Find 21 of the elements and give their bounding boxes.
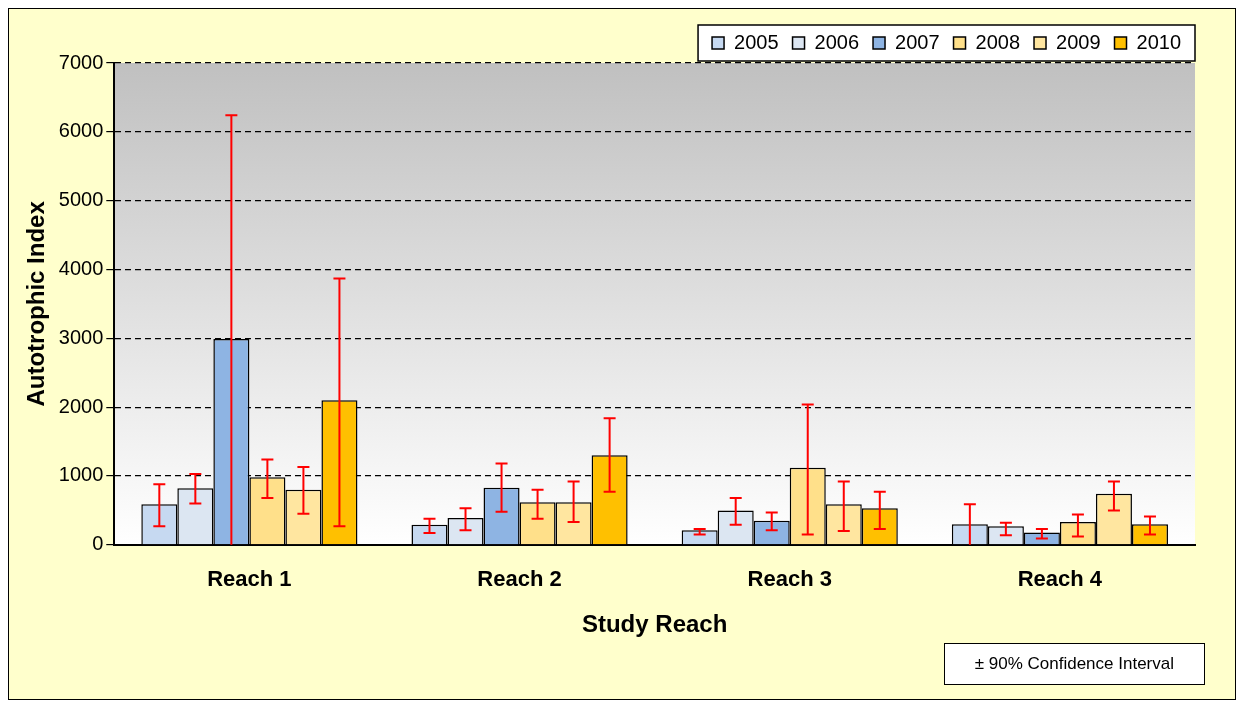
- y-tick-label: 7000: [58, 50, 104, 73]
- y-tick-label: 6000: [58, 119, 104, 142]
- legend-label: 2007: [895, 30, 940, 53]
- x-tick-label: Reach 2: [477, 566, 562, 592]
- legend-label: 2010: [1136, 30, 1182, 53]
- legend-label: 2006: [814, 30, 860, 53]
- y-tick-label: 5000: [58, 188, 104, 211]
- legend-label: 2009: [1056, 30, 1101, 53]
- y-tick-label: 0: [92, 532, 104, 555]
- x-tick-label: Reach 3: [747, 566, 832, 592]
- y-tick-label: 1000: [58, 463, 104, 486]
- y-tick-label: 2000: [58, 394, 104, 417]
- y-tick-label: 3000: [58, 325, 104, 348]
- y-tick-label: 4000: [58, 257, 104, 279]
- legend-label: 2005: [734, 30, 779, 53]
- x-axis-title: Study Reach: [581, 610, 728, 638]
- x-tick-label: Reach 1: [207, 566, 292, 592]
- x-tick-label: Reach 4: [1017, 566, 1103, 592]
- text: ± 90% Confidence Interval: [943, 643, 1205, 685]
- legend-label: 2008: [975, 30, 1021, 53]
- y-axis-title: Autotrophic Index: [22, 200, 50, 407]
